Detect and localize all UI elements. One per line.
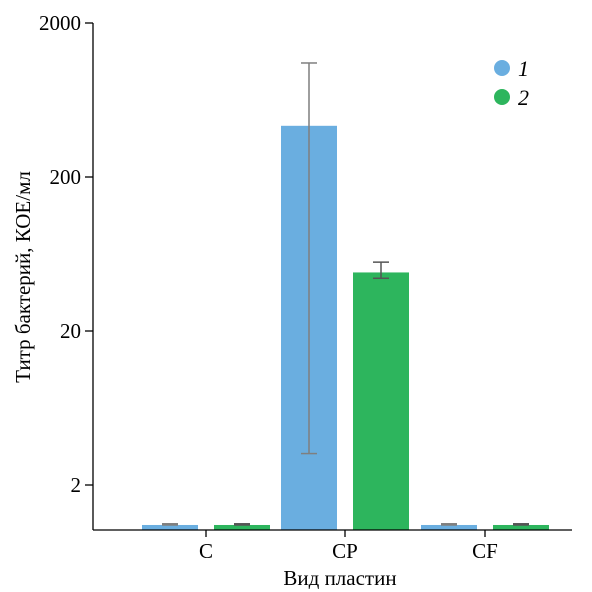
plot-area	[142, 62, 549, 530]
legend-label: 1	[518, 56, 529, 81]
x-axis-title: Вид пластин	[283, 566, 396, 590]
x-tick-label-cp: CP	[332, 539, 358, 563]
legend-marker	[494, 60, 510, 76]
bar-cp-series-2	[353, 272, 409, 530]
legend-item-1: 1	[494, 56, 529, 81]
y-axis-title: Титр бактерий, КОЕ/мл	[11, 171, 35, 383]
legend-marker	[494, 89, 510, 105]
bar-c-series-1	[142, 524, 198, 530]
error-bar	[513, 523, 529, 526]
y-ticks: 2 20 200 2000	[39, 11, 93, 497]
x-tick-label-cf: CF	[472, 539, 498, 563]
bar-cf-series-2	[493, 524, 549, 530]
legend-item-2: 2	[494, 85, 529, 110]
error-bar	[373, 261, 389, 280]
axes	[92, 23, 572, 531]
x-tick-label-c: C	[199, 539, 213, 563]
y-tick-label: 20	[60, 319, 81, 343]
legend-label: 2	[518, 85, 529, 110]
error-bar	[441, 523, 457, 526]
y-tick-label: 2000	[39, 11, 81, 35]
y-tick-label: 2	[71, 473, 82, 497]
error-bar	[234, 523, 250, 526]
bar-c-series-2	[214, 524, 270, 530]
legend: 12	[494, 56, 529, 110]
bar-cf-series-1	[421, 524, 477, 530]
y-tick-label: 200	[50, 165, 82, 189]
x-ticks: C CP CF	[199, 530, 498, 563]
error-bar	[162, 523, 178, 526]
error-bar	[301, 62, 317, 455]
